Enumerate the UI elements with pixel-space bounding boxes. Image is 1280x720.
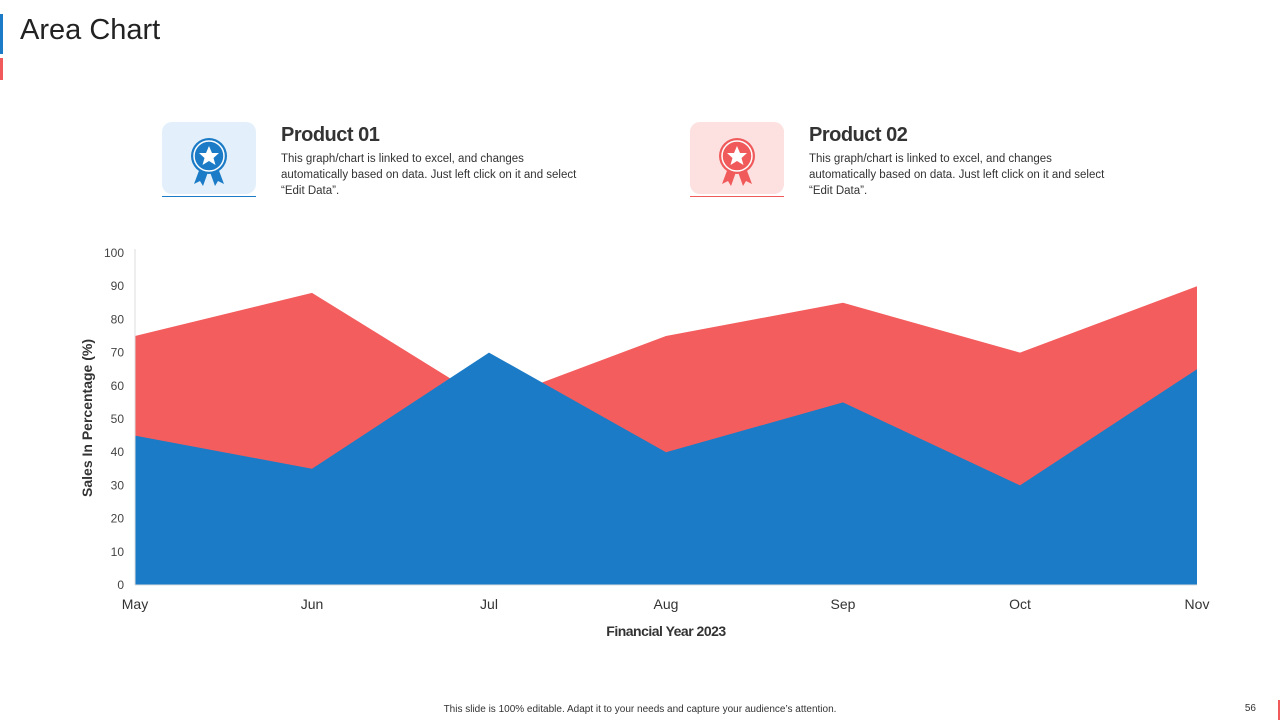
x-tick-label: Oct <box>1009 596 1031 612</box>
product-card-2: Product 02 This graph/chart is linked to… <box>690 122 1130 202</box>
icon-box <box>690 122 784 194</box>
x-tick-label: Sep <box>831 596 856 612</box>
y-tick-label: 10 <box>111 545 125 559</box>
page-number: 56 <box>1244 703 1256 714</box>
y-tick-label: 40 <box>111 445 125 459</box>
y-tick-label: 30 <box>111 478 125 492</box>
x-tick-label: Jun <box>301 596 324 612</box>
x-tick-label: May <box>122 596 148 612</box>
accent-bar-blue <box>0 14 3 54</box>
award-ribbon-icon <box>719 138 755 186</box>
product-card-1: Product 01 This graph/chart is linked to… <box>162 122 602 202</box>
award-ribbon-icon <box>191 138 227 186</box>
page-title: Area Chart <box>20 14 161 46</box>
y-tick-label: 100 <box>104 246 124 260</box>
product-title: Product 01 <box>281 124 380 146</box>
y-tick-label: 70 <box>111 346 125 360</box>
x-tick-label: Aug <box>654 596 679 612</box>
y-tick-label: 0 <box>117 578 124 592</box>
y-tick-label: 50 <box>111 412 125 426</box>
product-description: This graph/chart is linked to excel, and… <box>281 153 577 197</box>
footer-accent <box>1278 700 1280 720</box>
x-axis-title: Financial Year 2023 <box>606 623 726 639</box>
x-tick-label: Jul <box>480 596 498 612</box>
accent-bar-red <box>0 58 3 80</box>
product-title: Product 02 <box>809 124 908 146</box>
footer-text: This slide is 100% editable. Adapt it to… <box>443 704 837 715</box>
underline <box>162 196 256 197</box>
area-series-blue <box>135 352 1197 585</box>
y-axis-title: Sales In Percentage (%) <box>79 339 95 497</box>
y-tick-label: 90 <box>111 279 125 293</box>
product-description: This graph/chart is linked to excel, and… <box>809 153 1105 197</box>
y-tick-label: 60 <box>111 379 125 393</box>
icon-box <box>162 122 256 194</box>
x-tick-label: Nov <box>1185 596 1210 612</box>
y-tick-label: 80 <box>111 312 125 326</box>
underline <box>690 196 784 197</box>
y-tick-label: 20 <box>111 512 125 526</box>
